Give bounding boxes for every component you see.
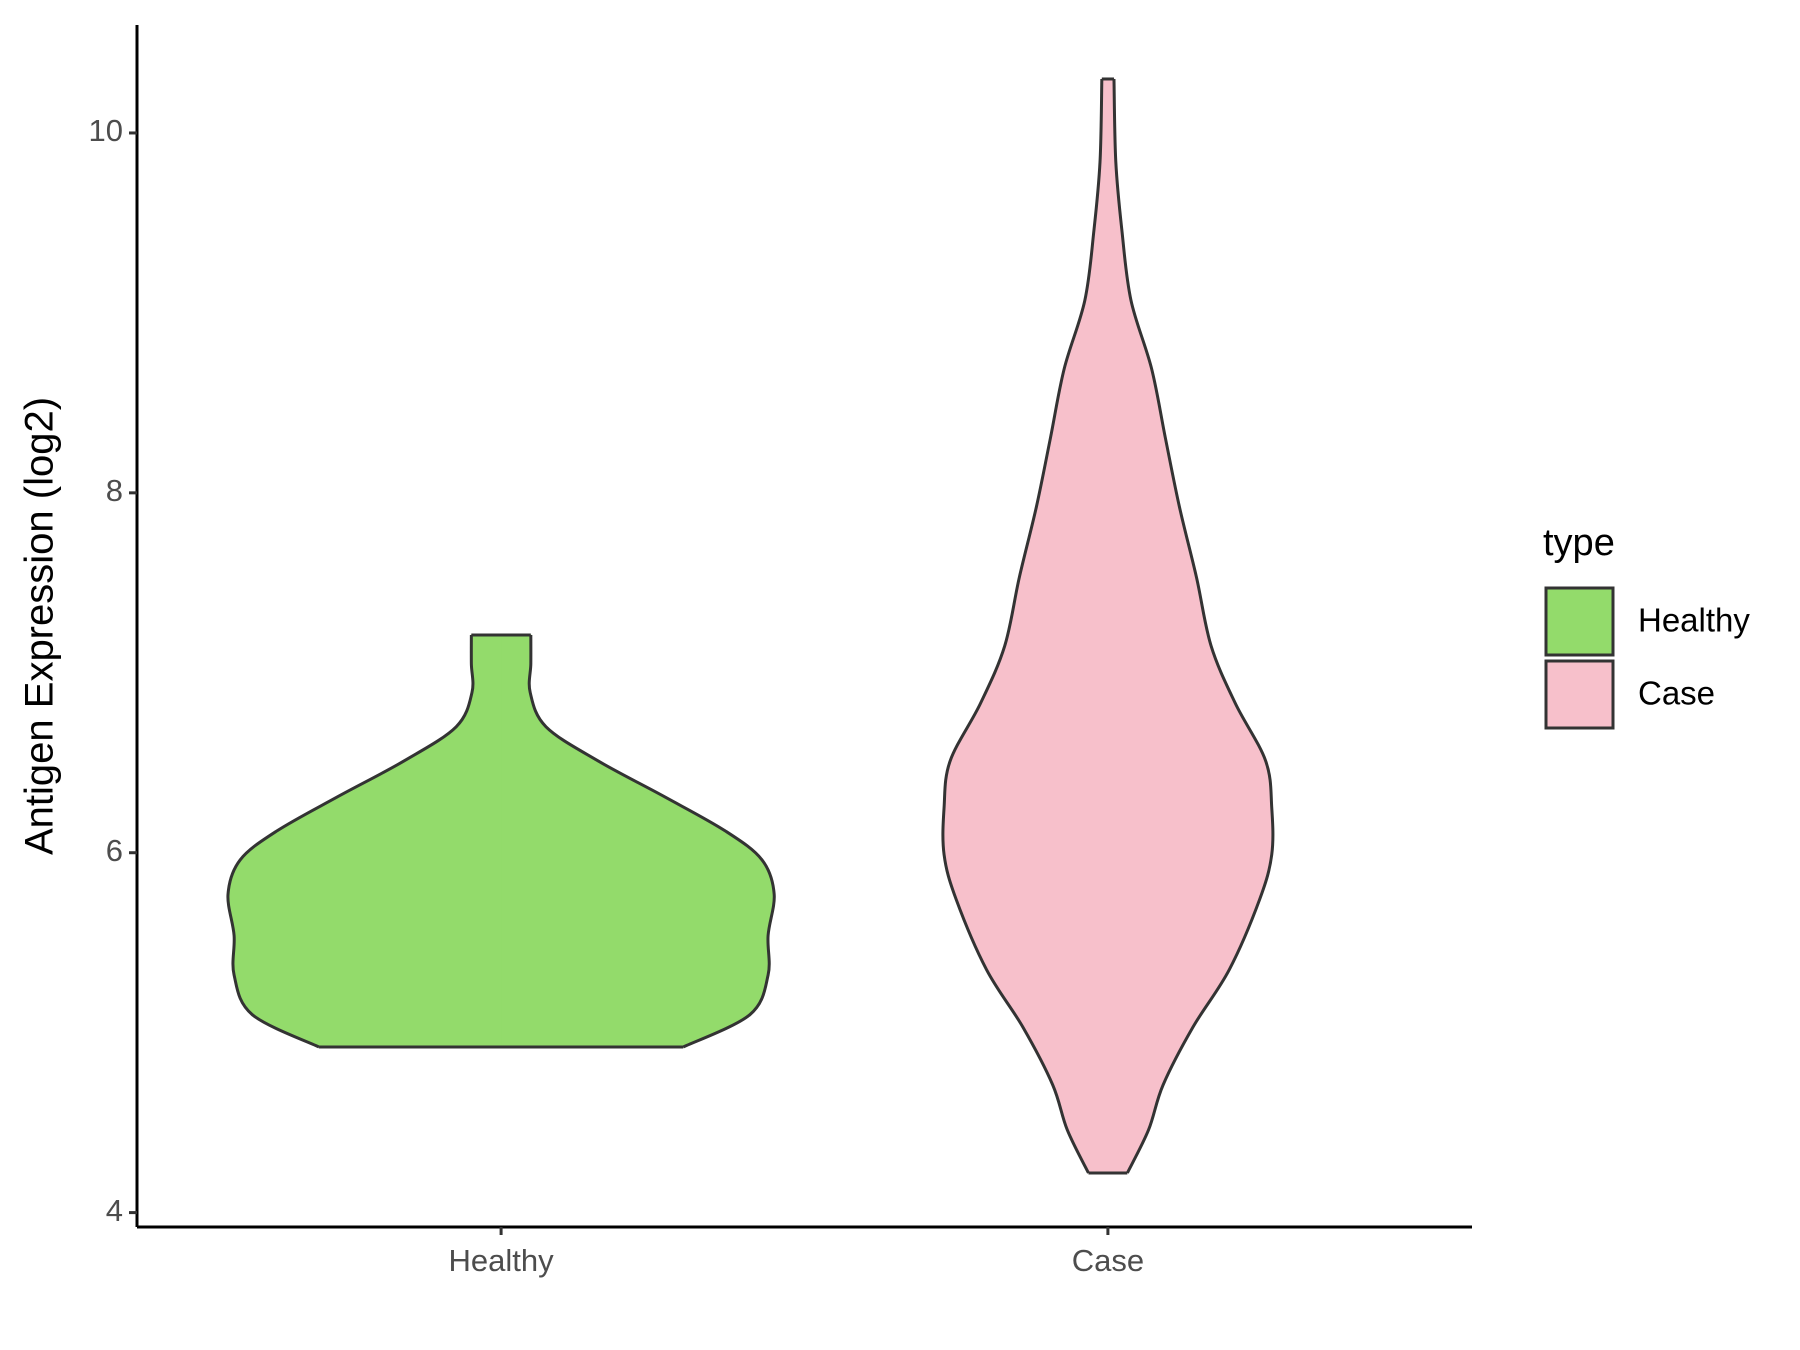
legend-label: Healthy — [1638, 602, 1750, 639]
y-tick-label: 8 — [106, 473, 123, 508]
violin-outline — [1112, 78, 1275, 1174]
violin-body — [500, 634, 775, 1048]
violin-body — [942, 78, 1109, 1174]
y-axis-title: Antigen Expression (log2) — [18, 397, 62, 855]
violin-body — [227, 634, 502, 1048]
y-tick-label: 10 — [89, 113, 123, 148]
violin-outline — [527, 634, 776, 1049]
violin-outline — [941, 78, 1104, 1174]
legend-key — [1544, 659, 1615, 730]
y-tick-label: 4 — [106, 1193, 123, 1228]
x-tick-label: Healthy — [449, 1243, 555, 1278]
violin-body — [1107, 78, 1274, 1174]
legend-label: Case — [1638, 675, 1715, 712]
x-tick-label: Case — [1072, 1243, 1144, 1278]
violin-outline — [226, 634, 475, 1049]
legend-title: type — [1543, 522, 1615, 564]
legend-key — [1544, 586, 1615, 657]
y-tick-label: 6 — [106, 833, 123, 868]
